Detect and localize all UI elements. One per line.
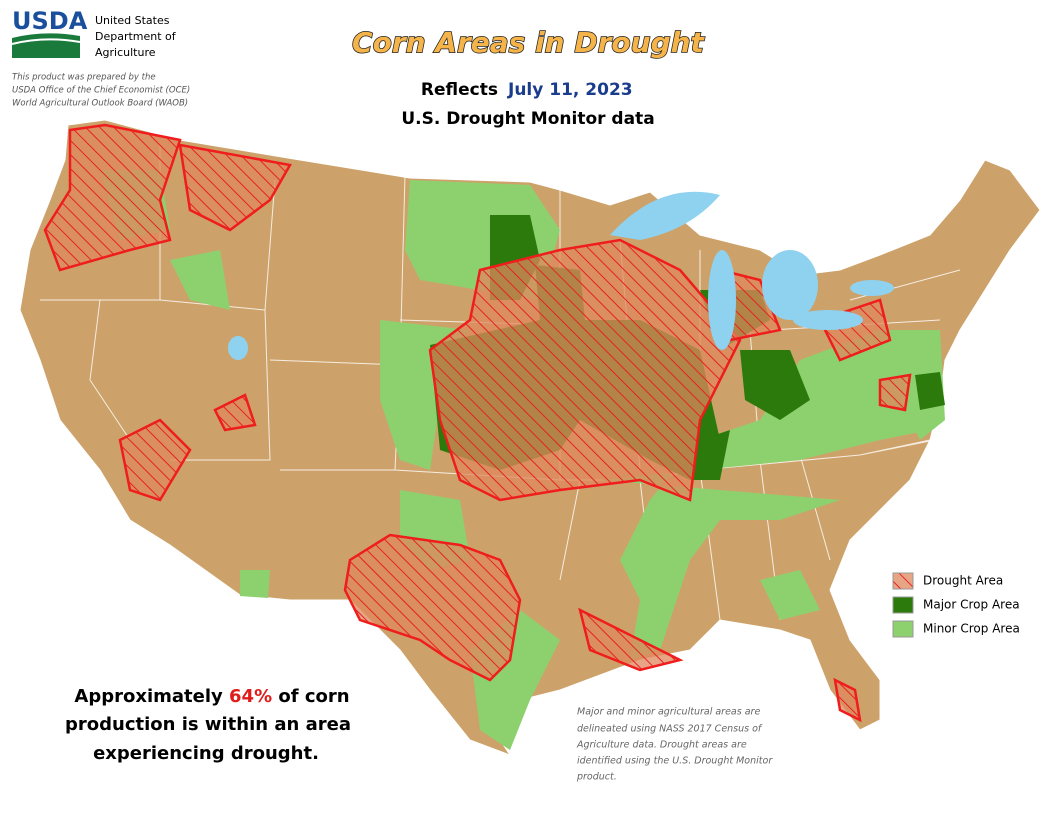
logo-field (12, 33, 80, 58)
agency: USDA (12, 7, 88, 35)
drought-areas (43, 123, 912, 723)
legend: Drought Area Major Crop Area Minor Crop … (892, 572, 1020, 638)
note-line: USDA Office of the Chief Economist (OCE) (12, 86, 190, 96)
footnote-line: Major and minor agricultural areas are (577, 707, 760, 718)
org-line: Agriculture (95, 46, 156, 59)
footnote-line: product. (576, 772, 617, 783)
subtitle-reflects: Reflects (421, 80, 498, 100)
legend-label: Drought Area (923, 574, 1003, 588)
great-lakes (228, 191, 894, 360)
title: Corn Areas in Drought (352, 26, 706, 59)
legend-label: Minor Crop Area (923, 622, 1020, 636)
legend-swatch (892, 596, 914, 614)
legend-swatch (892, 572, 914, 590)
note-line: This product was prepared by the (12, 73, 156, 83)
note-line: World Agricultural Outlook Board (WAOB) (12, 99, 188, 109)
usda-logo: USDA (11, 7, 88, 58)
footnote-line: identified using the U.S. Drought Monito… (577, 756, 773, 767)
org-line: United States (95, 14, 170, 27)
legend-swatch (892, 620, 914, 638)
summary-line: experiencing drought. (93, 743, 319, 764)
subtitle-date: July 11, 2023 (507, 80, 633, 100)
summary-line: Approximately 64% of corn (74, 686, 349, 707)
summary-line: production is within an area (65, 714, 351, 735)
legend-label: Major Crop Area (923, 598, 1020, 612)
summary-lead: Approximately (74, 686, 229, 707)
logo-line (11, 38, 81, 45)
org-line: Department of (95, 30, 177, 43)
summary-tail: of corn (272, 686, 349, 707)
footnote-line: Agriculture data. Drought areas are (576, 740, 747, 751)
summary-highlight: 64% (229, 686, 272, 707)
subtitle-source: U.S. Drought Monitor data (401, 109, 654, 129)
us-map (19, 119, 1041, 757)
footnote-line: delineated using NASS 2017 Census of (577, 724, 763, 735)
